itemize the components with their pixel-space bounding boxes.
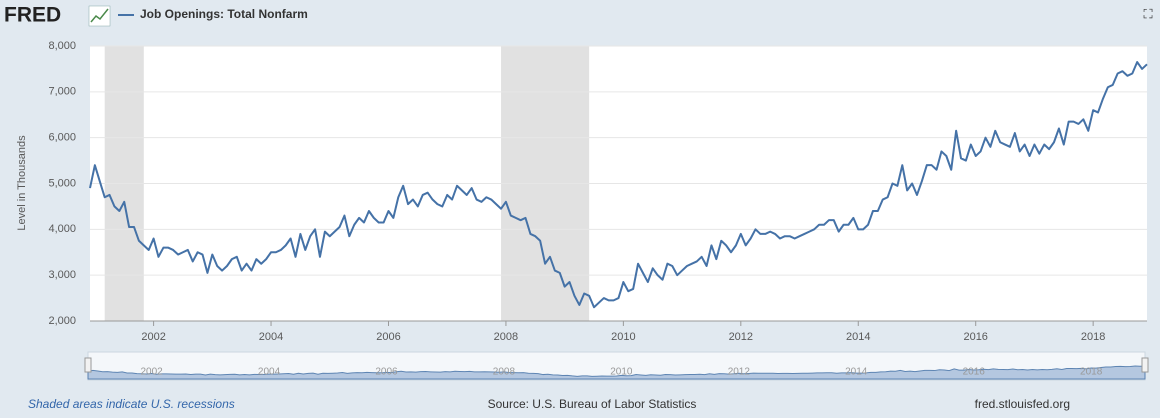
fullscreen-button[interactable]: ⛶	[1142, 6, 1153, 21]
navigator-tick-label: 2012	[728, 367, 751, 378]
navigator-tick-label: 2018	[1080, 367, 1103, 378]
x-tick-label: 2002	[141, 331, 165, 343]
y-tick-label: 8,000	[48, 40, 76, 52]
y-tick-label: 2,000	[48, 315, 76, 327]
y-axis-label: Level in Thousands	[16, 135, 28, 231]
navigator-tick-label: 2004	[258, 367, 281, 378]
logo-icon-line	[90, 8, 109, 23]
y-tick-label: 7,000	[48, 86, 76, 98]
navigator-handle[interactable]	[84, 357, 92, 373]
logo-icon	[88, 5, 111, 27]
x-tick-label: 2012	[729, 331, 753, 343]
x-tick-label: 2006	[376, 331, 400, 343]
site-url[interactable]: fred.stlouisfed.org	[975, 397, 1070, 411]
y-tick-label: 6,000	[48, 132, 76, 144]
recession-note: Shaded areas indicate U.S. recessions	[28, 397, 235, 411]
legend-label: Job Openings: Total Nonfarm	[140, 7, 308, 21]
x-tick-label: 2010	[611, 331, 635, 343]
y-tick-label: 3,000	[48, 269, 76, 281]
navigator-handle[interactable]	[1141, 357, 1149, 373]
x-tick-label: 2014	[846, 331, 870, 343]
x-tick-label: 2016	[963, 331, 987, 343]
navigator-tick-label: 2010	[610, 367, 633, 378]
x-tick-label: 2008	[494, 331, 518, 343]
navigator-tick-label: 2002	[140, 367, 163, 378]
y-tick-label: 5,000	[48, 177, 76, 189]
series-line	[89, 61, 1148, 309]
navigator-tick-label: 2008	[493, 367, 516, 378]
navigator-tick-label: 2014	[845, 367, 868, 378]
logo: FRED	[4, 4, 61, 27]
x-tick-label: 2018	[1081, 331, 1105, 343]
x-tick-label: 2004	[259, 331, 283, 343]
y-tick-label: 4,000	[48, 223, 76, 235]
navigator-tick-label: 2006	[375, 367, 398, 378]
navigator-tick-label: 2016	[963, 367, 986, 378]
navigator-area	[87, 365, 1146, 380]
source: Source: U.S. Bureau of Labor Statistics	[488, 397, 697, 411]
